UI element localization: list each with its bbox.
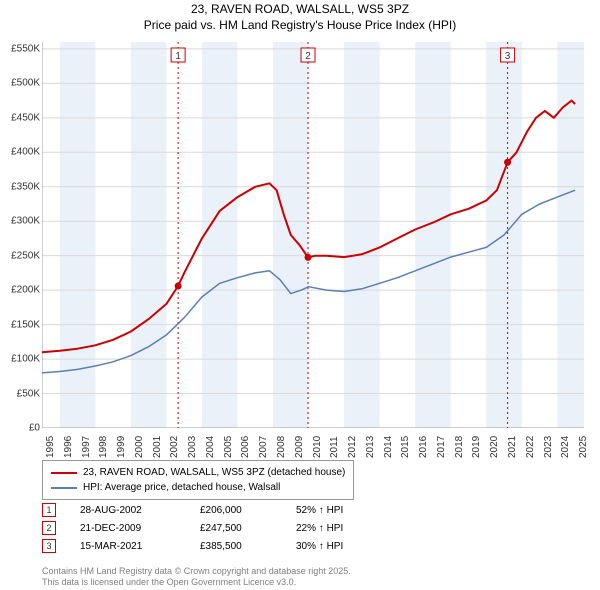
svg-text:2: 2 xyxy=(305,51,311,62)
x-tick-label: 2001 xyxy=(152,436,163,458)
x-tick-label: 2017 xyxy=(436,436,447,458)
legend-label: 23, RAVEN ROAD, WALSALL, WS5 3PZ (detach… xyxy=(83,465,345,480)
y-tick-label: £550K xyxy=(11,43,40,54)
event-delta: 30% ↑ HPI xyxy=(296,541,386,552)
x-tick-label: 2013 xyxy=(365,436,376,458)
x-tick-label: 2022 xyxy=(525,436,536,458)
y-tick-label: £400K xyxy=(11,147,40,158)
chart-area: 1 2 3 xyxy=(42,38,590,428)
x-tick-label: 2021 xyxy=(507,436,518,458)
legend-row: HPI: Average price, detached house, Wals… xyxy=(51,480,345,495)
y-tick-label: £250K xyxy=(11,250,40,261)
event-badge: 3 xyxy=(42,539,56,553)
footer-line-1: Contains HM Land Registry data © Crown c… xyxy=(42,566,351,577)
x-tick-label: 2009 xyxy=(294,436,305,458)
x-tick-label: 1997 xyxy=(81,436,92,458)
event-price: £385,500 xyxy=(200,541,272,552)
y-tick-label: £200K xyxy=(11,285,40,296)
events-table: 1 28-AUG-2002 £206,000 52% ↑ HPI 2 21-DEC-200… xyxy=(42,503,386,557)
chart-container: 23, RAVEN ROAD, WALSALL, WS5 3PZ Price p… xyxy=(0,0,600,590)
event-price: £247,500 xyxy=(200,523,272,534)
title-line-2: Price paid vs. HM Land Registry's House … xyxy=(0,18,600,34)
x-tick-label: 2005 xyxy=(223,436,234,458)
legend-swatch xyxy=(51,487,77,489)
event-price: £206,000 xyxy=(200,505,272,516)
x-tick-label: 2010 xyxy=(312,436,323,458)
svg-text:3: 3 xyxy=(505,51,511,62)
y-tick-label: £150K xyxy=(11,319,40,330)
x-tick-label: 1996 xyxy=(63,436,74,458)
x-tick-label: 2011 xyxy=(329,436,340,458)
event-row: 2 21-DEC-2009 £247,500 22% ↑ HPI xyxy=(42,521,386,535)
event-badge: 1 xyxy=(42,503,56,517)
event-delta: 22% ↑ HPI xyxy=(296,523,386,534)
x-tick-label: 2012 xyxy=(347,436,358,458)
x-tick-label: 2007 xyxy=(258,436,269,458)
footer: Contains HM Land Registry data © Crown c… xyxy=(42,566,351,589)
event-date: 15-MAR-2021 xyxy=(80,541,176,552)
legend-row: 23, RAVEN ROAD, WALSALL, WS5 3PZ (detach… xyxy=(51,465,345,480)
y-tick-label: £300K xyxy=(11,216,40,227)
legend-label: HPI: Average price, detached house, Wals… xyxy=(83,480,280,495)
legend-swatch xyxy=(51,472,77,474)
x-tick-label: 1998 xyxy=(98,436,109,458)
title-block: 23, RAVEN ROAD, WALSALL, WS5 3PZ Price p… xyxy=(0,0,600,33)
x-tick-label: 2023 xyxy=(543,436,554,458)
y-tick-label: £100K xyxy=(11,354,40,365)
x-tick-label: 2000 xyxy=(134,436,145,458)
x-tick-label: 2008 xyxy=(276,436,287,458)
x-tick-label: 2025 xyxy=(578,436,589,458)
x-tick-label: 1999 xyxy=(116,436,127,458)
chart-svg: 1 2 3 xyxy=(42,38,590,428)
y-tick-label: £500K xyxy=(11,78,40,89)
y-tick-label: £450K xyxy=(11,112,40,123)
x-tick-label: 2019 xyxy=(471,436,482,458)
legend: 23, RAVEN ROAD, WALSALL, WS5 3PZ (detach… xyxy=(42,460,354,500)
y-tick-label: £50K xyxy=(17,388,40,399)
y-tick-label: £0 xyxy=(29,423,40,434)
footer-line-2: This data is licensed under the Open Gov… xyxy=(42,577,351,588)
x-tick-label: 2016 xyxy=(418,436,429,458)
event-delta: 52% ↑ HPI xyxy=(296,505,386,516)
x-tick-label: 2024 xyxy=(560,436,571,458)
x-tick-label: 2006 xyxy=(240,436,251,458)
x-tick-label: 2014 xyxy=(383,436,394,458)
title-line-1: 23, RAVEN ROAD, WALSALL, WS5 3PZ xyxy=(0,2,600,18)
event-row: 3 15-MAR-2021 £385,500 30% ↑ HPI xyxy=(42,539,386,553)
x-tick-label: 1995 xyxy=(45,436,56,458)
svg-text:1: 1 xyxy=(175,51,181,62)
x-tick-label: 2004 xyxy=(205,436,216,458)
x-tick-label: 2003 xyxy=(187,436,198,458)
event-badge: 2 xyxy=(42,521,56,535)
x-tick-label: 2002 xyxy=(169,436,180,458)
x-tick-label: 2018 xyxy=(454,436,465,458)
event-date: 28-AUG-2002 xyxy=(80,505,176,516)
event-row: 1 28-AUG-2002 £206,000 52% ↑ HPI xyxy=(42,503,386,517)
x-tick-label: 2020 xyxy=(489,436,500,458)
x-tick-label: 2015 xyxy=(400,436,411,458)
event-date: 21-DEC-2009 xyxy=(80,523,176,534)
y-tick-label: £350K xyxy=(11,181,40,192)
